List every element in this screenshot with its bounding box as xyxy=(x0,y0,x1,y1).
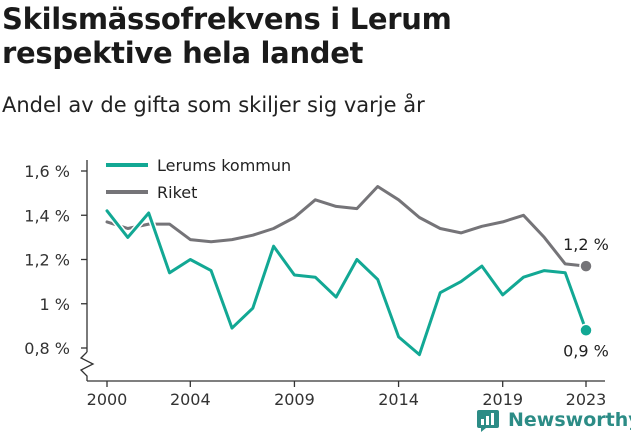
series-end-point xyxy=(579,259,593,273)
chart-subtitle: Andel av de gifta som skiljer sig varje … xyxy=(2,93,425,117)
chart-title: Skilsmässofrekvens i Lerum respektive he… xyxy=(2,2,452,70)
series-line-0 xyxy=(105,209,588,357)
y-tick-label: 1,4 % xyxy=(24,206,70,225)
y-tick-label: 1,2 % xyxy=(24,251,70,270)
series-end-point xyxy=(579,323,593,338)
series-end-label: 0,9 % xyxy=(563,341,609,360)
x-tick-label: 2000 xyxy=(87,390,128,409)
y-tick-label: 1,6 % xyxy=(24,162,70,181)
newsworthy-logo-icon xyxy=(477,410,499,432)
x-tick-label: 2023 xyxy=(566,390,607,409)
series-end-label: 1,2 % xyxy=(563,235,609,254)
brand-logo: Newsworthy xyxy=(476,408,631,432)
x-tick-label: 2019 xyxy=(482,390,523,409)
x-tick-label: 2009 xyxy=(274,390,315,409)
y-tick-label: 0,8 % xyxy=(24,339,70,358)
legend-label: Riket xyxy=(157,183,197,202)
y-axis-break-icon xyxy=(79,351,95,381)
brand-name: Newsworthy xyxy=(508,409,631,431)
y-tick-label: 1 % xyxy=(40,295,70,314)
x-tick-label: 2004 xyxy=(170,390,211,409)
x-tick-label: 2014 xyxy=(378,390,419,409)
series-line-1 xyxy=(105,185,588,268)
legend-label: Lerums kommun xyxy=(157,156,291,175)
